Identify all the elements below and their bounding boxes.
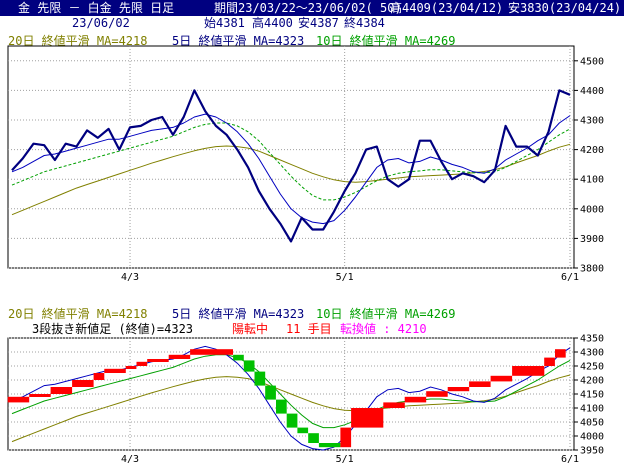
price-series-line-2 xyxy=(11,122,571,201)
kagi-chart-y-tick-label: 4350 xyxy=(580,334,604,345)
price-chart-y-tick-label: 4000 xyxy=(580,204,604,215)
ohlc-open: 始4381 xyxy=(204,16,245,30)
kagi-brick xyxy=(147,359,169,362)
status-reversal: 転換値 : 4210 xyxy=(340,322,427,336)
price-chart-y-tick-label: 4100 xyxy=(580,175,604,186)
legend-top-ma5: 5日 終値平滑 MA=4323 xyxy=(172,34,305,48)
kagi-chart-y-tick-label: 4000 xyxy=(580,432,604,443)
price-chart-y-tick-label: 3900 xyxy=(580,234,604,245)
kagi-chart-y-tick-label: 4250 xyxy=(580,362,604,373)
kagi-brick xyxy=(50,387,73,394)
price-chart-y-tick-label: 4500 xyxy=(580,56,604,67)
ohlc-close: 終4384 xyxy=(344,16,385,30)
price-chart-x-tick-label: 5/1 xyxy=(336,272,354,283)
kagi-brick xyxy=(136,361,148,366)
kagi-brick xyxy=(318,443,341,448)
kagi-brick xyxy=(104,368,126,373)
kagi-brick xyxy=(404,396,427,403)
kagi-brick xyxy=(190,349,233,355)
kagi-brick xyxy=(286,413,298,428)
price-chart-y-tick-label: 4200 xyxy=(580,145,604,156)
kagi-brick xyxy=(168,354,191,359)
kagi-brick xyxy=(490,375,513,382)
period-low: 安3830(23/04/24) xyxy=(508,1,622,15)
kagi-chart-y-tick-label: 4150 xyxy=(580,390,604,401)
kagi-brick xyxy=(72,380,94,387)
kagi-brick xyxy=(308,433,319,443)
kagi-chart-x-tick-label: 6/1 xyxy=(561,454,579,465)
price-chart-x-tick-label: 6/1 xyxy=(561,272,579,283)
kagi-brick xyxy=(544,357,555,366)
price-chart-plot-area xyxy=(7,45,575,269)
period-range: 期間23/03/22～23/06/02( 50) xyxy=(214,1,402,15)
kagi-chart-y-tick-label: 4300 xyxy=(580,348,604,359)
kagi-brick xyxy=(340,427,352,448)
ohlc-low: 安4387 xyxy=(298,16,339,30)
legend-top-ma10: 10日 終値平滑 MA=4269 xyxy=(316,34,456,48)
price-series-line-0 xyxy=(11,89,571,243)
period-high: 高4409(23/04/12) xyxy=(390,1,504,15)
kagi-chart-y-tick-label: 4100 xyxy=(580,404,604,415)
price-chart-y-tick-label: 4400 xyxy=(580,86,604,97)
kagi-brick xyxy=(297,427,309,434)
kagi-brick xyxy=(426,391,448,397)
price-chart-y-tick-label: 3800 xyxy=(580,264,604,275)
legend-bottom-ma20: 20日 終値平滑 MA=4218 xyxy=(8,307,148,321)
legend-bottom-ma10: 10日 終値平滑 MA=4269 xyxy=(316,307,456,321)
kagi-brick xyxy=(125,366,137,369)
kagi-chart-x-tick-label: 5/1 xyxy=(336,454,354,465)
price-chart-y-tick-label: 4300 xyxy=(580,116,604,127)
kagi-brick xyxy=(555,349,566,358)
kagi-brick xyxy=(233,354,244,361)
kagi-brick xyxy=(383,402,405,408)
price-series-line-1 xyxy=(11,113,571,225)
ohlc-line: 23/06/02 始4381 高4400 安4387 終4384 xyxy=(0,16,624,31)
kagi-brick xyxy=(447,387,470,392)
status-method: 3段抜き新値足 (終値)=4323 xyxy=(32,322,194,336)
status-count: 11 手目 xyxy=(286,322,332,336)
instrument-title: 金 先限 － 白金 先限 日足 xyxy=(18,1,175,15)
title-bar: 金 先限 － 白金 先限 日足 期間23/03/22～23/06/02( 50)… xyxy=(0,0,624,16)
price-chart-x-tick-label: 4/3 xyxy=(121,272,139,283)
kagi-brick xyxy=(469,381,491,387)
kagi-brick xyxy=(254,371,266,386)
kagi-brick xyxy=(276,399,287,414)
kagi-chart-y-tick-label: 4050 xyxy=(580,418,604,429)
kagi-brick xyxy=(512,366,545,376)
kagi-chart-y-tick-label: 4200 xyxy=(580,376,604,387)
kagi-brick xyxy=(243,360,255,372)
kagi-brick xyxy=(7,396,30,403)
ohlc-high: 高4400 xyxy=(252,16,293,30)
kagi-chart-x-tick-label: 4/3 xyxy=(121,454,139,465)
kagi-brick xyxy=(351,408,384,428)
kagi-brick xyxy=(93,373,105,380)
kagi-brick xyxy=(29,394,51,397)
ohlc-date: 23/06/02 xyxy=(72,16,130,30)
legend-bottom-ma5: 5日 終値平滑 MA=4323 xyxy=(172,307,305,321)
legend-top-ma20: 20日 終値平滑 MA=4218 xyxy=(8,34,148,48)
kagi-chart-y-tick-label: 3950 xyxy=(580,446,604,457)
kagi-brick xyxy=(265,385,276,400)
status-state: 陽転中 xyxy=(232,322,269,336)
